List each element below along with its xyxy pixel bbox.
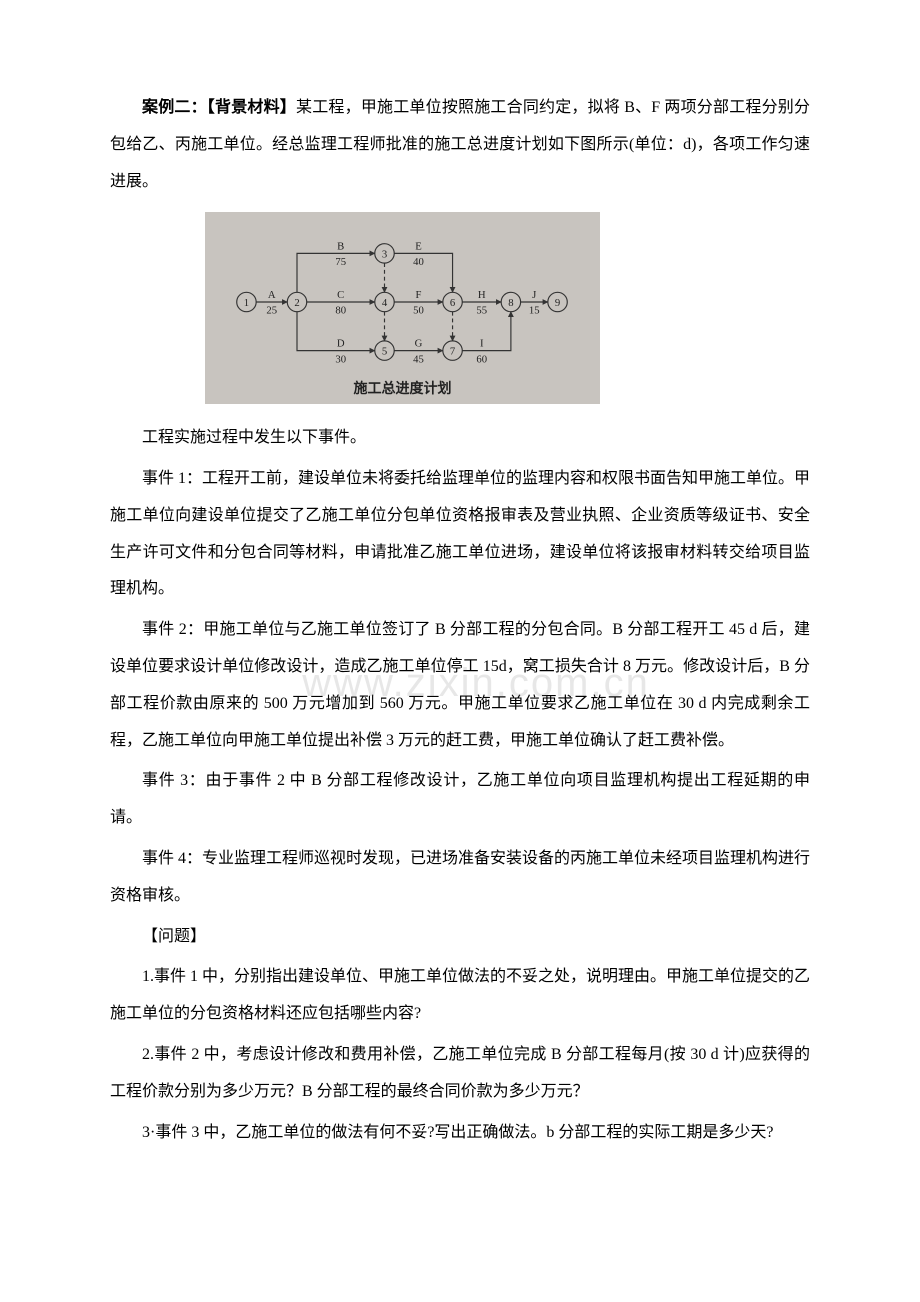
edge-name-label: H: [478, 290, 486, 302]
paragraph-events-intro: 工程实施过程中发生以下事件。: [110, 420, 810, 457]
paragraph-question-2: 2.事件 2 中，考虑设计修改和费用补偿，乙施工单位完成 B 分部工程每月(按 …: [110, 1037, 810, 1111]
edge-duration-label: 25: [266, 305, 277, 317]
diagram-node-label: 5: [382, 346, 387, 358]
edge-name-label: D: [337, 338, 345, 350]
watermark-text: www.zixin.com.cn: [270, 637, 650, 729]
figure-container: A25B75C80D30E40F50G45H55I60J15123456789 …: [110, 212, 810, 408]
edge-duration-label: 45: [413, 354, 424, 366]
edge-name-label: J: [532, 290, 536, 302]
bold-prefix: 案例二：【背景材料】: [142, 99, 296, 116]
edge-duration-label: 30: [335, 354, 346, 366]
diagram-svg: A25B75C80D30E40F50G45H55I60J15123456789: [227, 232, 577, 372]
edge-name-label: E: [415, 241, 422, 253]
paragraph-case-intro: 案例二：【背景材料】某工程，甲施工单位按照施工合同约定，拟将 B、F 两项分部工…: [110, 90, 810, 200]
diagram-node-label: 3: [382, 249, 387, 261]
edge-duration-label: 15: [529, 305, 540, 317]
edge-name-label: B: [337, 241, 344, 253]
paragraph-event-2: 事件 2：甲施工单位与乙施工单位签订了 B 分部工程的分包合同。B 分部工程开工…: [110, 612, 810, 759]
edge-name-label: F: [416, 290, 422, 302]
diagram-node-label: 8: [508, 297, 513, 309]
event-2-text: 事件 2：甲施工单位与乙施工单位签订了 B 分部工程的分包合同。B 分部工程开工…: [110, 621, 810, 748]
edge-duration-label: 80: [335, 305, 346, 317]
paragraph-event-4: 事件 4：专业监理工程师巡视时发现，已进场准备安装设备的丙施工单位未经项目监理机…: [110, 841, 810, 915]
edge-duration-label: 40: [413, 256, 424, 268]
edge-duration-label: 50: [413, 305, 424, 317]
edge-duration-label: 55: [476, 305, 487, 317]
edge-name-label: C: [337, 290, 344, 302]
paragraph-event-3: 事件 3：由于事件 2 中 B 分部工程修改设计，乙施工单位向项目监理机构提出工…: [110, 763, 810, 837]
edge-name-label: I: [480, 338, 484, 350]
paragraph-question-1: 1.事件 1 中，分别指出建设单位、甲施工单位做法的不妥之处，说明理由。甲施工单…: [110, 959, 810, 1033]
diagram-node-label: 7: [450, 346, 456, 358]
paragraph-event-1: 事件 1：工程开工前，建设单位未将委托给监理单位的监理内容和权限书面告知甲施工单…: [110, 461, 810, 608]
edge-duration-label: 75: [335, 256, 346, 268]
diagram-node-label: 1: [244, 297, 249, 309]
diagram-node-label: 9: [555, 297, 560, 309]
paragraph-questions-header: 【问题】: [110, 919, 810, 956]
diagram-node-label: 6: [450, 297, 456, 309]
diagram-edge: [297, 312, 375, 351]
diagram-node-label: 4: [382, 297, 388, 309]
edge-name-label: A: [268, 290, 276, 302]
diagram-node-label: 2: [294, 297, 299, 309]
edge-duration-label: 60: [476, 354, 487, 366]
network-diagram: A25B75C80D30E40F50G45H55I60J15123456789 …: [205, 212, 600, 404]
edge-name-label: G: [415, 338, 423, 350]
paragraph-question-3: 3·事件 3 中，乙施工单位的做法有何不妥?写出正确做法。b 分部工程的实际工期…: [110, 1115, 810, 1152]
diagram-edge: [462, 312, 511, 351]
figure-caption: 施工总进度计划: [227, 374, 578, 406]
